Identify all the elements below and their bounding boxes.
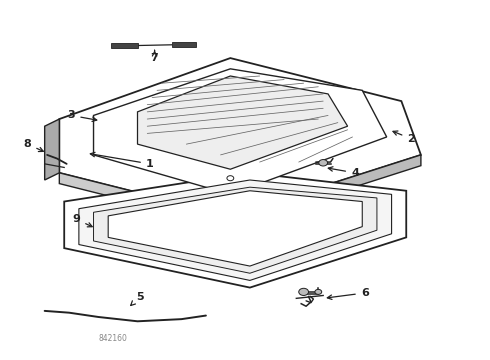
Text: 4: 4: [328, 167, 359, 178]
Text: 6: 6: [327, 288, 368, 300]
Polygon shape: [79, 180, 392, 280]
FancyBboxPatch shape: [111, 43, 138, 48]
Polygon shape: [64, 173, 406, 288]
Polygon shape: [108, 191, 362, 266]
Text: 5: 5: [131, 292, 144, 306]
Text: 3: 3: [68, 111, 97, 121]
Text: 9: 9: [73, 215, 92, 227]
Polygon shape: [138, 76, 347, 169]
Polygon shape: [94, 69, 387, 194]
Text: 1: 1: [90, 152, 153, 169]
Polygon shape: [45, 119, 59, 180]
Polygon shape: [59, 58, 421, 216]
FancyBboxPatch shape: [172, 42, 196, 47]
Circle shape: [319, 159, 328, 166]
Circle shape: [315, 289, 322, 294]
Circle shape: [299, 288, 309, 296]
Text: 7: 7: [151, 50, 158, 63]
Text: 8: 8: [24, 139, 43, 152]
Polygon shape: [230, 155, 421, 226]
Polygon shape: [94, 187, 377, 273]
Polygon shape: [59, 173, 230, 226]
Text: 842160: 842160: [98, 334, 127, 343]
Text: 2: 2: [393, 131, 415, 144]
